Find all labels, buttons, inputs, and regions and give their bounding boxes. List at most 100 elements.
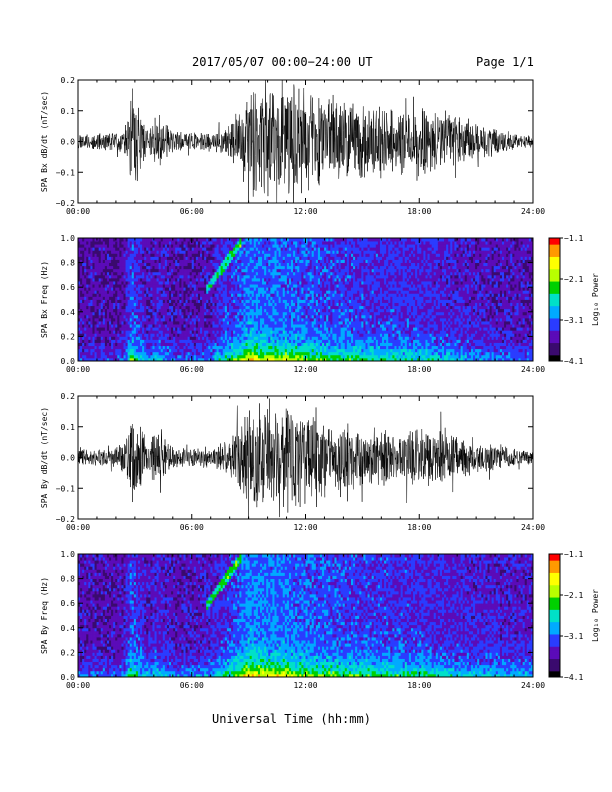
spectrogram-cell xyxy=(92,311,95,316)
spectrogram-cell xyxy=(88,290,91,294)
spectrogram-cell xyxy=(109,305,112,310)
spectrogram-cell xyxy=(86,317,89,322)
spectrogram-cell xyxy=(113,259,116,263)
spectrogram-cell xyxy=(113,330,116,334)
spectrogram-cell xyxy=(150,302,153,307)
spectrogram-cell xyxy=(135,241,139,245)
spectrogram-cell xyxy=(121,321,124,325)
spectrogram-cell xyxy=(131,314,135,319)
spectrogram-cell xyxy=(142,250,145,254)
spectrogram-cell xyxy=(113,345,116,350)
spectrogram-cell xyxy=(133,281,137,285)
spectrogram-cell xyxy=(111,277,114,282)
spectrogram-cell xyxy=(86,253,89,257)
spectrogram-cell xyxy=(121,299,124,303)
spectrogram-cell xyxy=(88,271,91,276)
spectrogram-cell xyxy=(88,253,91,257)
spectrogram-cell xyxy=(86,238,89,242)
spectrogram-cell xyxy=(142,339,145,343)
spectrogram-cell xyxy=(146,268,149,273)
spectrogram-cell xyxy=(115,336,118,340)
spectrogram-cell xyxy=(142,324,145,328)
spectrogram-cell xyxy=(102,290,106,294)
spectrogram-cell xyxy=(131,311,135,316)
spectrogram-cell xyxy=(123,293,126,297)
spectrogram-cell xyxy=(148,339,151,343)
spectrogram-cell xyxy=(90,256,93,260)
spectrogram-cell xyxy=(127,311,131,316)
spectrogram-cell xyxy=(125,299,129,303)
spectrogram-cell xyxy=(100,321,104,325)
spectrogram-cell xyxy=(88,268,91,273)
spectrogram-cell xyxy=(100,284,104,288)
spectrogram-cell xyxy=(98,262,102,267)
spectrogram-cell xyxy=(148,259,151,263)
spectrogram-cell xyxy=(84,268,87,273)
spectrogram-cell xyxy=(121,262,124,267)
spectrogram-cell xyxy=(146,274,149,279)
spectrogram-cell xyxy=(100,354,104,359)
spectrogram-cell xyxy=(113,296,116,300)
spectrogram-cell xyxy=(140,299,143,303)
spectrogram-cell xyxy=(129,339,133,343)
spectrogram-cell xyxy=(104,336,108,340)
spectrogram-cell xyxy=(106,357,110,362)
spectrogram-cell xyxy=(131,308,135,313)
spectrogram-cell xyxy=(117,293,120,297)
spectrogram-cell xyxy=(140,317,143,322)
spectrogram-cell xyxy=(98,238,102,242)
spectrogram-cell xyxy=(121,277,124,282)
spectrogram-cell xyxy=(131,265,135,270)
spectrogram-cell xyxy=(106,305,110,310)
spectrogram-cell xyxy=(96,321,100,325)
spectrogram-cell xyxy=(137,296,141,300)
spectrogram-cell xyxy=(102,339,106,343)
spectrogram-cell xyxy=(100,330,104,334)
spectrogram-cell xyxy=(129,253,133,257)
spectrogram-cell xyxy=(131,296,135,300)
spectrogram-cell xyxy=(94,262,98,267)
spectrogram-cell xyxy=(98,330,102,334)
spectrogram-cell xyxy=(90,290,93,294)
spectrogram-cell xyxy=(80,241,83,245)
spectrogram-cell xyxy=(144,357,147,362)
spectrogram-cell xyxy=(78,324,81,328)
spectrogram-cell xyxy=(102,253,106,257)
spectrogram-cell xyxy=(106,317,110,322)
spectrogram-cell xyxy=(117,342,120,347)
spectrogram-cell xyxy=(142,238,145,242)
spectrogram-cell xyxy=(92,330,95,334)
spectrogram-cell xyxy=(123,317,126,322)
spectrogram-cell xyxy=(80,348,83,353)
spectrogram-cell xyxy=(78,277,81,282)
spectrogram-cell xyxy=(98,354,102,359)
spectrogram-cell xyxy=(104,311,108,316)
spectrogram-cell xyxy=(78,321,81,325)
spectrogram-cell xyxy=(104,274,108,279)
spectrogram-cell xyxy=(100,287,104,291)
spectrogram-cell xyxy=(113,302,116,307)
spectrogram-cell xyxy=(144,253,147,257)
spectrogram-cell xyxy=(100,268,104,273)
spectrogram-cell xyxy=(96,281,100,285)
spectrogram-cell xyxy=(133,330,137,334)
spectrogram-cell xyxy=(125,250,129,254)
spectrogram-cell xyxy=(94,324,98,328)
spectrogram-cell xyxy=(84,345,87,350)
spectrogram-cell xyxy=(78,327,81,331)
spectrogram-cell xyxy=(133,277,137,282)
spectrogram-cell xyxy=(121,296,124,300)
spectrogram-cell xyxy=(123,324,126,328)
spectrogram-cell xyxy=(96,268,100,273)
spectrogram-cell xyxy=(78,299,81,303)
spectrogram-cell xyxy=(133,354,137,359)
spectrogram-cell xyxy=(98,287,102,291)
spectrogram-cell xyxy=(144,354,147,359)
spectrogram-cell xyxy=(140,339,143,343)
spectrogram-cell xyxy=(80,256,83,260)
spectrogram-cell xyxy=(92,348,95,353)
spectrogram-cell xyxy=(129,351,133,356)
spectrogram-cell xyxy=(117,262,120,267)
spectrogram-cell xyxy=(90,348,93,353)
spectrogram-cell xyxy=(98,268,102,273)
